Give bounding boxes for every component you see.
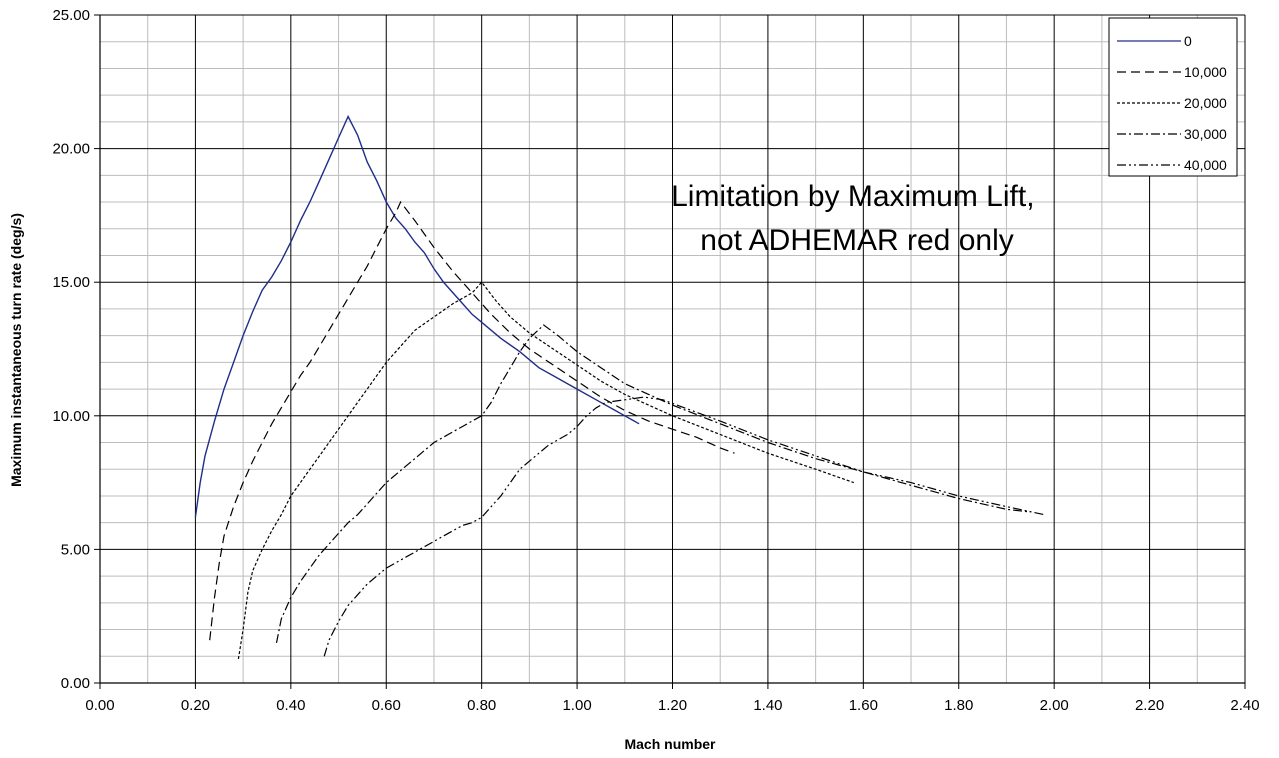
y-tick-label: 25.00	[52, 7, 90, 24]
y-tick-label: 20.00	[52, 141, 90, 158]
x-tick-label: 1.40	[753, 697, 782, 714]
annotation-line-1: Limitation by Maximum Lift,	[671, 180, 1034, 213]
series-layer	[194, 114, 1045, 660]
series-line-4	[275, 324, 1031, 644]
y-tick-label: 15.00	[52, 274, 90, 291]
legend-label-2: 10,000	[1184, 64, 1227, 80]
legend-box	[1108, 17, 1238, 177]
annotation-line-2: not ADHEMAR red only	[700, 224, 1013, 257]
legend-label-4: 30,000	[1184, 126, 1227, 142]
series-line-3	[237, 281, 854, 660]
x-tick-label: 0.80	[467, 697, 496, 714]
series-line-2	[209, 200, 735, 641]
x-tick-label: 1.80	[944, 697, 973, 714]
y-tick-label: 10.00	[52, 408, 90, 425]
series-line-5	[323, 396, 1045, 657]
x-tick-labels: 0.00 0.20 0.40 0.60 0.80 1.00 1.20 1.40 1.60 1.80…	[85, 697, 1259, 714]
legend-label-5: 40,000	[1184, 157, 1227, 173]
x-tick-label: 0.60	[372, 697, 401, 714]
y-tick-label: 0.00	[61, 675, 90, 692]
y-tick-label: 5.00	[61, 541, 90, 558]
legend-label-3: 20,000	[1184, 95, 1227, 111]
x-tick-label: 2.00	[1040, 697, 1069, 714]
x-tick-label: 0.20	[181, 697, 210, 714]
x-tick-label: 0.40	[276, 697, 305, 714]
x-tick-label: 0.00	[85, 697, 114, 714]
x-tick-label: 1.00	[562, 697, 591, 714]
series-line-1	[194, 114, 640, 518]
x-tick-label: 2.40	[1230, 697, 1259, 714]
y-axis-title: Maximum instantaneous turn rate (deg/s)	[8, 213, 24, 487]
x-axis-title: Mach number	[624, 736, 716, 752]
annotation-text: Limitation by Maximum Lift, not ADHEMAR …	[671, 180, 1043, 257]
x-tick-label: 1.20	[658, 697, 687, 714]
legend: 0 10,000 20,000 30,000 40,000	[1108, 17, 1238, 177]
axes-layer	[94, 14, 1246, 689]
x-tick-label: 2.20	[1135, 697, 1164, 714]
y-tick-labels: 0.00 5.00 10.00 15.00 20.00 25.00	[52, 7, 90, 692]
major-grid	[100, 14, 1246, 683]
x-tick-label: 1.60	[849, 697, 878, 714]
legend-label-1: 0	[1184, 33, 1192, 49]
